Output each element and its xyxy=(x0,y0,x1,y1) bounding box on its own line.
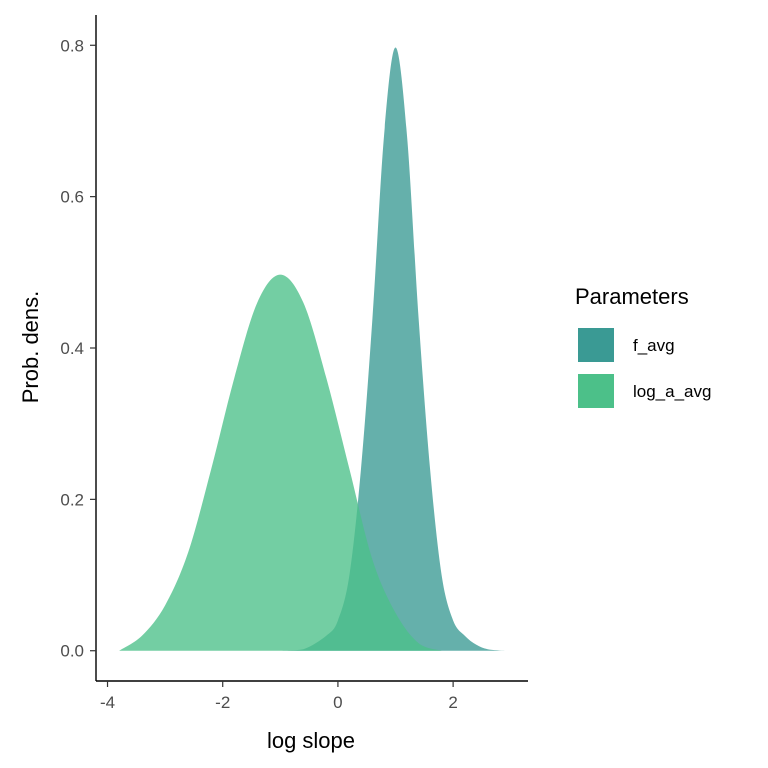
density-area-f-avg xyxy=(280,47,505,651)
y-axis-ticks: 0.0 0.2 0.4 0.6 0.8 xyxy=(60,36,96,661)
x-tick-label: 2 xyxy=(448,693,457,712)
legend: Parameters f_avg log_a_avg xyxy=(575,284,711,408)
y-axis-title: Prob. dens. xyxy=(18,291,43,404)
y-tick-label: 0.6 xyxy=(60,188,84,207)
density-areas xyxy=(119,47,505,651)
y-tick-label: 0.2 xyxy=(60,490,84,509)
y-tick-label: 0.8 xyxy=(60,36,84,55)
y-tick-label: 0.0 xyxy=(60,642,84,661)
legend-key-log-a-avg xyxy=(578,374,614,408)
legend-label-f-avg: f_avg xyxy=(633,336,675,355)
legend-title: Parameters xyxy=(575,284,689,309)
legend-key-f-avg xyxy=(578,328,614,362)
legend-label-log-a-avg: log_a_avg xyxy=(633,382,711,401)
x-axis-ticks: -4 -2 0 2 xyxy=(100,681,458,712)
x-tick-label: -4 xyxy=(100,693,115,712)
density-area-log-a-avg xyxy=(119,274,442,651)
x-axis-title: log slope xyxy=(267,728,355,753)
y-tick-label: 0.4 xyxy=(60,339,84,358)
x-tick-label: 0 xyxy=(333,693,342,712)
x-tick-label: -2 xyxy=(215,693,230,712)
